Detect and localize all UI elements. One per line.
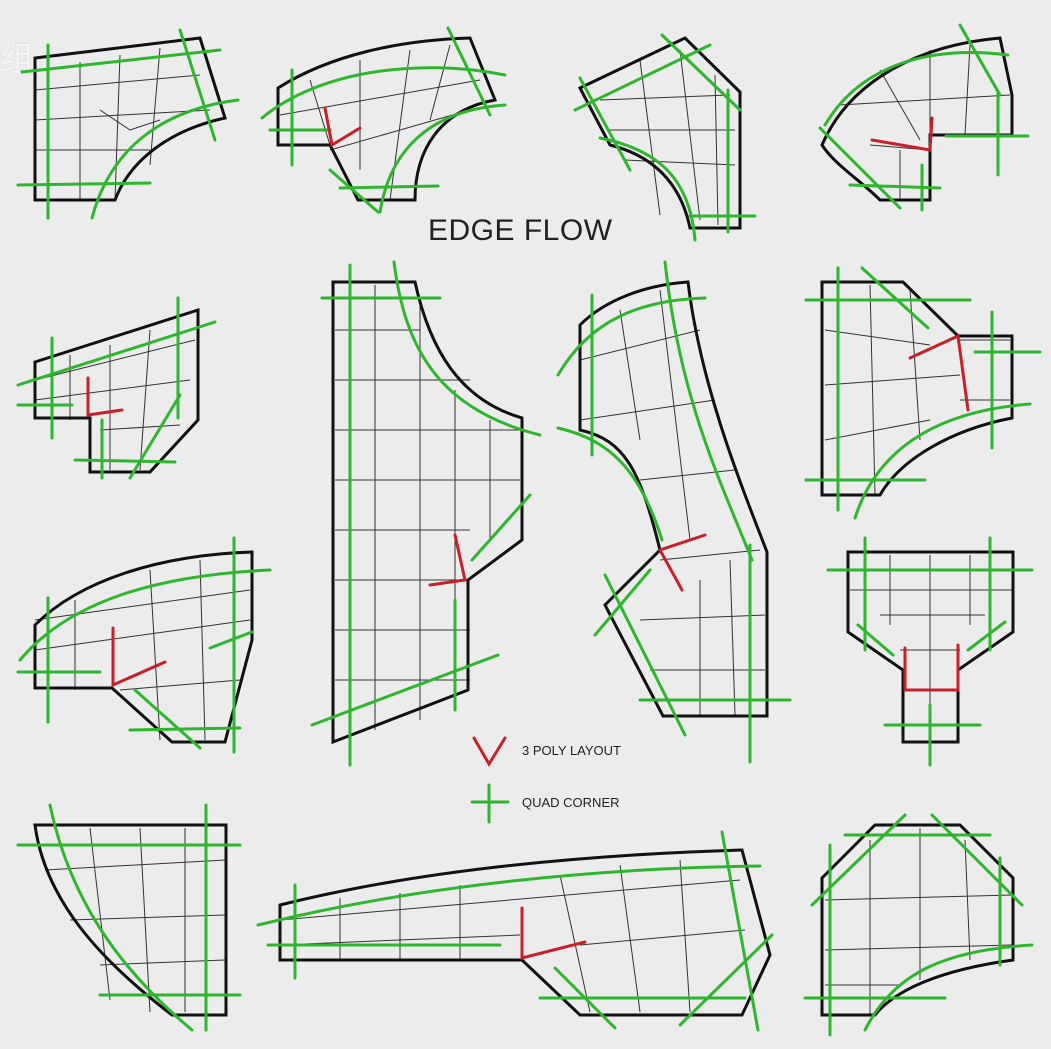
outline	[33, 36, 227, 202]
flow-line	[73, 458, 177, 464]
diagram-title: EDGE FLOW	[428, 214, 613, 247]
mesh-grid	[335, 285, 520, 730]
flow-line	[16, 320, 217, 387]
shape-bottom-long	[256, 830, 774, 1032]
flow-line	[573, 43, 712, 112]
flow-line	[178, 28, 217, 142]
flow-line	[598, 136, 697, 242]
flow-line	[260, 66, 507, 120]
shape-right-funnel	[826, 536, 1034, 767]
outline	[33, 823, 228, 1017]
outline	[577, 36, 742, 230]
flow-line	[860, 266, 930, 330]
flow-line	[18, 568, 272, 662]
flow-line	[818, 126, 902, 210]
three-poly-marker	[323, 106, 362, 148]
outline	[276, 36, 498, 202]
legend-label-three-poly: 3 POLY LAYOUT	[522, 743, 621, 758]
mesh-grid	[824, 828, 1013, 1015]
shape-center-tall	[310, 260, 542, 767]
outline	[820, 36, 1014, 202]
shape-top-third	[573, 33, 757, 242]
three-poly-marker	[111, 626, 167, 688]
flow-line	[392, 260, 542, 437]
flow-line	[208, 630, 254, 650]
shape-bottom-right	[803, 813, 1034, 1037]
flow-line	[678, 933, 774, 1027]
flow-line	[133, 688, 202, 750]
shape-left-small	[16, 296, 217, 480]
shape-top-left	[16, 28, 240, 220]
flow-line	[16, 181, 152, 187]
flow-line	[90, 98, 240, 220]
flow-line	[823, 51, 1010, 127]
mesh-grid	[579, 289, 766, 716]
outline	[33, 550, 254, 744]
flow-line	[556, 426, 664, 542]
flow-line	[48, 803, 194, 1032]
flow-line	[256, 864, 762, 927]
flow-line	[553, 966, 617, 1030]
three-poly-marker	[908, 333, 970, 412]
three-poly-marker	[86, 376, 124, 417]
three-poly-legend-icon	[472, 736, 507, 767]
three-poly-marker	[870, 116, 934, 152]
mesh-grid	[34, 329, 196, 471]
flow-line	[863, 943, 1034, 1032]
flow-line	[470, 493, 532, 562]
three-poly-marker	[903, 643, 960, 692]
three-poly-marker	[657, 533, 707, 592]
outline	[578, 280, 769, 718]
watermark-text: 组	[0, 40, 34, 80]
shape-left-lower	[16, 536, 272, 754]
flow-line	[578, 76, 632, 172]
quad-corner-legend-icon	[470, 783, 510, 824]
flow-line	[310, 653, 500, 727]
flow-line	[338, 184, 440, 190]
outline	[820, 280, 1014, 497]
flow-line	[856, 623, 895, 657]
outline	[820, 823, 1015, 1017]
shape-center-s	[556, 260, 792, 764]
shape-top-second	[260, 26, 507, 214]
flow-line	[853, 402, 1032, 520]
flow-line	[958, 23, 1002, 97]
shape-bottom-left	[16, 803, 242, 1032]
flow-line	[603, 573, 687, 737]
flow-line	[930, 813, 1024, 907]
flow-line	[328, 168, 380, 214]
outline	[278, 848, 772, 1017]
flow-line	[128, 726, 242, 732]
flow-line	[128, 393, 182, 480]
flow-line	[720, 830, 760, 1032]
mesh-grid	[279, 859, 746, 1013]
flow-line	[593, 568, 652, 637]
three-poly-marker	[520, 906, 587, 960]
shape-top-right	[818, 23, 1030, 212]
flow-line	[848, 183, 942, 190]
flow-line	[810, 813, 907, 907]
mesh-grid	[279, 44, 481, 201]
legend	[470, 736, 510, 824]
mesh-grid	[599, 49, 736, 226]
outline	[331, 280, 524, 745]
flow-line	[663, 260, 754, 562]
flow-line	[556, 296, 707, 377]
shape-right-tee	[804, 266, 1042, 520]
three-poly-marker	[428, 533, 467, 587]
flow-line	[966, 620, 1007, 652]
flow-line	[446, 26, 492, 117]
mesh-grid	[34, 47, 211, 201]
flow-line	[378, 103, 507, 214]
legend-label-quad-corner: QUAD CORNER	[522, 795, 620, 810]
